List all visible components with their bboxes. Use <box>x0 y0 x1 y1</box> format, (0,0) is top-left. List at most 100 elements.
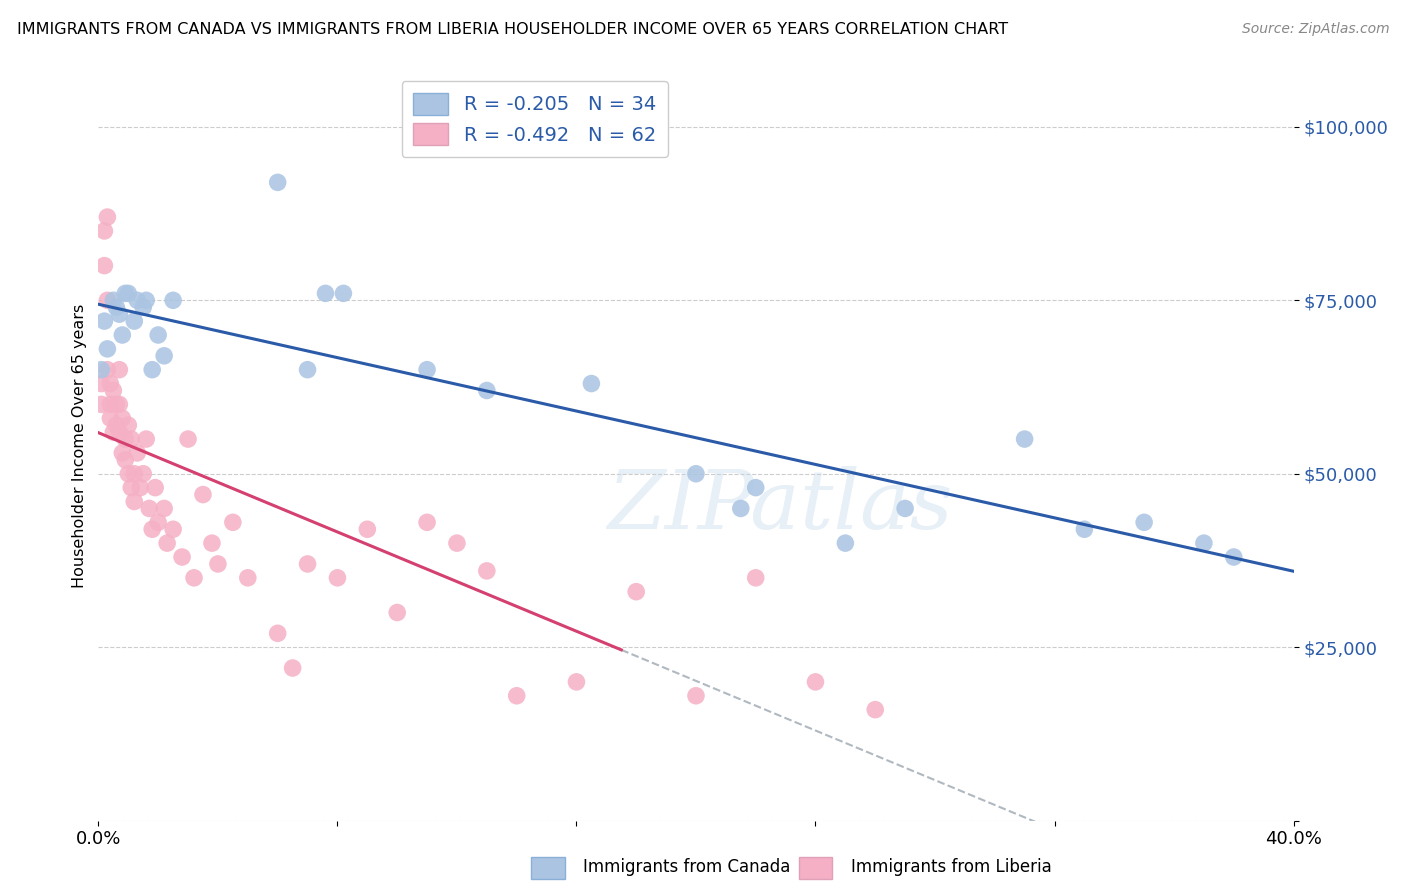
Point <box>153 501 176 516</box>
Point <box>446 536 468 550</box>
Point <box>1192 536 1215 550</box>
Point <box>98 397 122 411</box>
Point <box>114 453 136 467</box>
Point <box>105 397 128 411</box>
Point <box>222 516 245 530</box>
Point <box>385 606 409 620</box>
Point <box>93 224 115 238</box>
Point <box>103 293 125 308</box>
Point <box>475 384 498 398</box>
Point <box>117 286 139 301</box>
Point <box>162 293 184 308</box>
Point <box>90 397 112 411</box>
Point <box>98 411 122 425</box>
Point <box>148 328 170 343</box>
Point <box>103 384 125 398</box>
Point <box>148 516 170 530</box>
Point <box>129 481 152 495</box>
Point <box>207 557 229 571</box>
Point <box>96 293 118 308</box>
Point <box>177 432 200 446</box>
Point <box>127 293 149 308</box>
Point <box>96 362 118 376</box>
Point <box>506 689 529 703</box>
Point <box>143 481 166 495</box>
Text: Immigrants from Liberia: Immigrants from Liberia <box>851 858 1052 876</box>
Point <box>132 300 155 314</box>
Point <box>135 293 157 308</box>
Point <box>1133 516 1156 530</box>
Point <box>108 397 131 411</box>
Point <box>127 446 149 460</box>
Point <box>103 425 125 439</box>
Point <box>108 425 131 439</box>
Point <box>297 557 319 571</box>
Point <box>98 376 122 391</box>
Point <box>267 175 290 189</box>
Point <box>745 571 768 585</box>
Point <box>132 467 155 481</box>
Point <box>138 501 160 516</box>
Point <box>297 362 319 376</box>
Text: Source: ZipAtlas.com: Source: ZipAtlas.com <box>1241 22 1389 37</box>
Point <box>117 467 139 481</box>
Point <box>111 446 134 460</box>
Point <box>111 328 134 343</box>
Point <box>124 494 146 508</box>
Point <box>416 362 439 376</box>
Point <box>120 481 142 495</box>
Point <box>685 689 707 703</box>
Point <box>1223 549 1246 564</box>
Point <box>156 536 179 550</box>
Point <box>416 516 439 530</box>
Point <box>865 703 887 717</box>
Point <box>626 584 648 599</box>
Point <box>475 564 498 578</box>
Point <box>804 674 827 689</box>
Point <box>93 314 115 328</box>
Point <box>96 342 118 356</box>
Point <box>326 571 349 585</box>
Point <box>281 661 304 675</box>
Point <box>1014 432 1036 446</box>
Point <box>114 286 136 301</box>
Point <box>120 432 142 446</box>
Point <box>108 307 131 321</box>
Point <box>191 487 214 501</box>
Point <box>834 536 856 550</box>
Point <box>105 300 128 314</box>
Point <box>90 376 112 391</box>
Point <box>108 362 131 376</box>
Point <box>124 467 146 481</box>
Point <box>96 210 118 224</box>
Point <box>114 432 136 446</box>
Text: IMMIGRANTS FROM CANADA VS IMMIGRANTS FROM LIBERIA HOUSEHOLDER INCOME OVER 65 YEA: IMMIGRANTS FROM CANADA VS IMMIGRANTS FRO… <box>17 22 1008 37</box>
Point <box>201 536 224 550</box>
Point <box>105 418 128 433</box>
Y-axis label: Householder Income Over 65 years: Householder Income Over 65 years <box>72 304 87 588</box>
Point <box>315 286 337 301</box>
Point <box>124 314 146 328</box>
Legend: R = -0.205   N = 34, R = -0.492   N = 62: R = -0.205 N = 34, R = -0.492 N = 62 <box>402 81 668 157</box>
Point <box>581 376 603 391</box>
Point <box>172 549 194 564</box>
Point <box>141 362 163 376</box>
Point <box>267 626 290 640</box>
Point <box>117 418 139 433</box>
Point <box>135 432 157 446</box>
Text: ZIPatlas: ZIPatlas <box>607 466 952 546</box>
Point <box>111 411 134 425</box>
Point <box>685 467 707 481</box>
Point <box>565 674 588 689</box>
Point <box>894 501 917 516</box>
Point <box>236 571 259 585</box>
Point <box>332 286 354 301</box>
Point <box>90 362 112 376</box>
Point <box>93 259 115 273</box>
Point <box>356 522 378 536</box>
Point <box>745 481 768 495</box>
Point <box>162 522 184 536</box>
Text: Immigrants from Canada: Immigrants from Canada <box>583 858 790 876</box>
Point <box>1073 522 1095 536</box>
Point <box>141 522 163 536</box>
